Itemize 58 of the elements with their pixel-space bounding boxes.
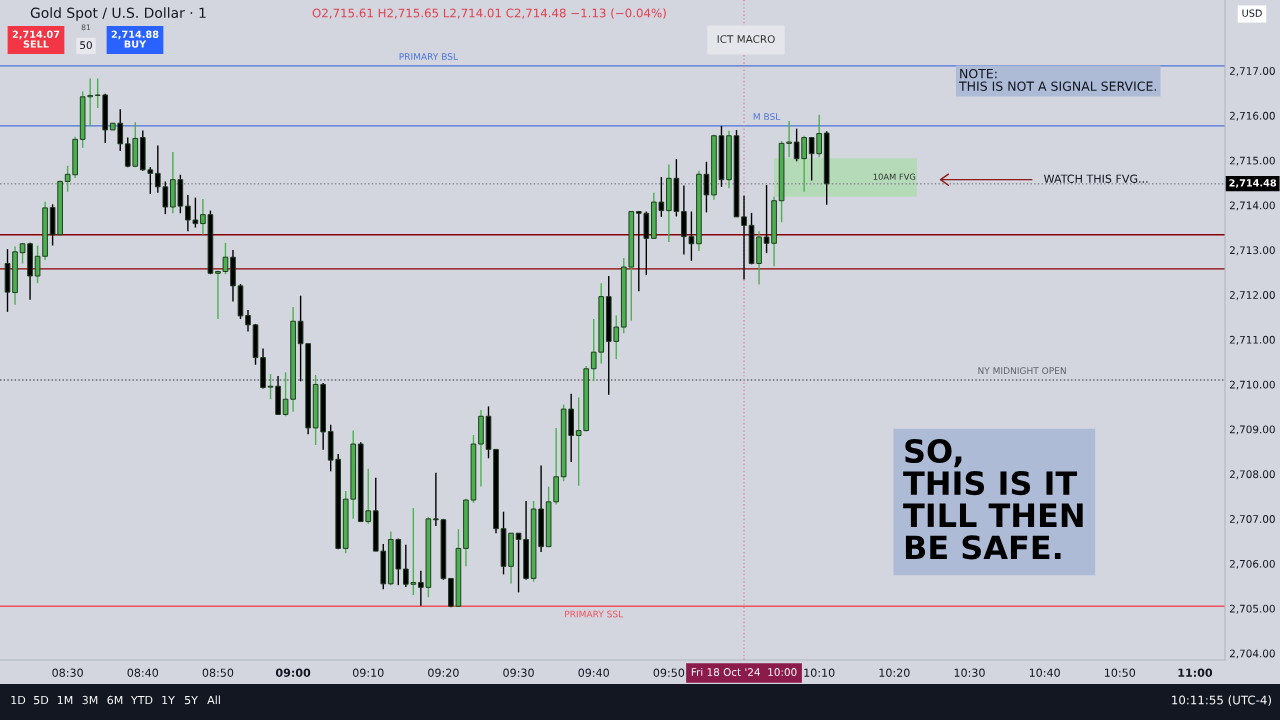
text: YTD	[130, 695, 153, 705]
annotation: SO, THIS IS IT TILL THEN BE SAFE.	[903, 438, 1083, 560]
y-tick-label: 2,704.00	[1229, 649, 1275, 659]
x-tick-label: 09:40	[578, 668, 609, 677]
ref-line-label: 2,714.48	[1229, 179, 1277, 188]
y-tick-label: 2,715.00	[1229, 156, 1275, 166]
text: 5Y	[184, 695, 198, 705]
text: 6M	[107, 695, 123, 705]
x-tick-label: 08:30	[52, 668, 83, 677]
annotation: PRIMARY BSL	[399, 53, 458, 60]
x-tick-label: 10:20	[879, 668, 910, 677]
text: All	[207, 695, 220, 705]
text: 3M	[82, 695, 98, 705]
x-tick-label: 10:40	[1029, 668, 1060, 677]
annotation: NOTE: THIS IS NOT A SIGNAL SERVICE.	[958, 68, 1157, 91]
y-tick-label: 2,709.00	[1229, 425, 1275, 435]
y-tick-label: 2,708.00	[1229, 470, 1275, 480]
x-tick-label: 09:30	[503, 668, 534, 677]
x-tick-label: 10:10	[804, 668, 835, 677]
x-tick-label: 09:10	[352, 668, 384, 677]
band-label: 10AM FVG	[873, 173, 916, 180]
text: Gold Spot / U.S. Dollar · 1	[30, 7, 206, 21]
x-tick-label: 08:50	[202, 668, 234, 677]
annotation: PRIMARY SSL	[565, 610, 624, 618]
annotation: ICT MACRO	[717, 35, 775, 44]
text: 1D	[11, 695, 26, 705]
annotation: 2,714.07 SELL	[12, 30, 60, 48]
y-tick-label: 2,714.00	[1229, 201, 1275, 211]
annotation: WATCH THIS FVG...	[1043, 174, 1148, 183]
y-tick-label: 2,710.00	[1229, 380, 1275, 390]
y-tick-label: 2,717.00	[1229, 67, 1275, 76]
y-tick-label: 2,707.00	[1229, 515, 1275, 525]
text: 1M	[57, 695, 73, 705]
x-tick-label: 10:30	[954, 668, 985, 677]
y-tick-label: 2,706.00	[1229, 559, 1275, 569]
y-tick-label: 2,705.00	[1229, 604, 1275, 614]
annotation: 2,714.88 BUY	[111, 30, 159, 48]
x-tick-label: 09:00	[275, 668, 311, 677]
text: USD	[1242, 9, 1262, 17]
y-tick-label: 2,711.00	[1229, 335, 1275, 345]
ref-line-label: Fri 18 Oct '24 10:00	[691, 667, 797, 676]
text: 1Y	[162, 695, 175, 705]
text: O2,715.61 H2,715.65 L2,714.01 C2,714.48 −1.13 (−0.04%)	[312, 8, 666, 19]
y-tick-label: 2,716.00	[1229, 111, 1275, 121]
candlestick	[741, 195, 747, 281]
x-tick-label: 09:50	[653, 668, 685, 677]
y-tick-label: 2,713.00	[1229, 246, 1275, 256]
candlestick	[245, 309, 251, 333]
text: 10:11:55 (UTC-4)	[1172, 695, 1271, 706]
y-tick-label: 2,712.00	[1229, 291, 1275, 300]
annotation: 50	[80, 41, 92, 50]
x-tick-label: 11:00	[1178, 668, 1213, 677]
annotation: M BSL	[753, 113, 781, 120]
annotation: NY MIDNIGHT OPEN	[978, 367, 1066, 375]
x-tick-label: 09:20	[428, 668, 459, 677]
x-tick-label: 10:50	[1105, 668, 1136, 677]
text: 5D	[34, 695, 49, 705]
x-tick-label: 08:40	[127, 668, 159, 677]
